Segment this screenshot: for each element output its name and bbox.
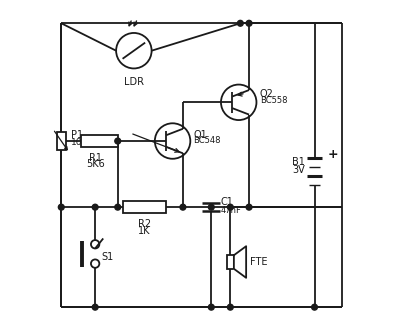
Text: 1K: 1K [138,226,150,236]
Circle shape [312,304,318,310]
Text: C1: C1 [221,197,234,207]
Text: Q2: Q2 [260,89,274,99]
Circle shape [246,20,252,26]
Text: P1: P1 [71,130,83,140]
Text: 100K: 100K [71,138,94,147]
Circle shape [115,138,121,144]
Text: 3V: 3V [292,165,305,175]
Text: LDR: LDR [124,76,144,87]
Bar [81,135,118,147]
Bar [122,201,166,213]
Text: +: + [328,148,339,161]
Text: Q1: Q1 [194,130,207,140]
Bar [227,255,234,269]
Text: BC558: BC558 [260,96,287,105]
Circle shape [238,20,243,26]
Circle shape [92,204,98,210]
Text: 5K6: 5K6 [86,159,105,169]
Text: B1: B1 [292,157,305,167]
Circle shape [115,204,121,210]
Text: BC548: BC548 [194,136,221,145]
Text: FTE: FTE [250,257,268,267]
Text: R2: R2 [138,219,151,229]
Circle shape [58,204,64,210]
Circle shape [92,304,98,310]
Bar [57,132,66,150]
Text: R1: R1 [90,153,102,163]
Circle shape [228,204,233,210]
Circle shape [180,204,186,210]
Text: 47nF: 47nF [221,206,242,215]
Text: S1: S1 [102,252,114,262]
Circle shape [228,304,233,310]
Circle shape [208,204,214,210]
Polygon shape [234,246,246,278]
Circle shape [208,304,214,310]
Circle shape [246,204,252,210]
